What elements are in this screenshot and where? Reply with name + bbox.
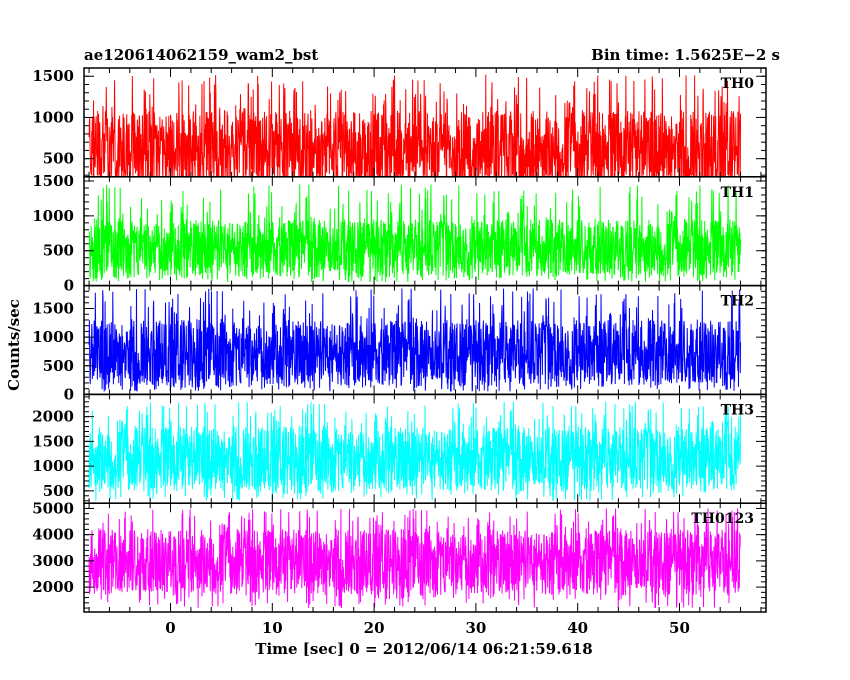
y-tick-label: 0 — [64, 277, 74, 295]
y-tick-label: 2000 — [32, 578, 74, 596]
panel-label: TH2 — [721, 294, 754, 310]
y-axis-title: Counts/sec — [5, 299, 23, 391]
y-tick-label: 2000 — [32, 408, 74, 426]
y-tick-label: 1500 — [32, 172, 74, 190]
y-tick-label: 500 — [43, 482, 74, 500]
x-tick-label: 0 — [165, 619, 175, 637]
series-th3 — [88, 401, 742, 501]
x-tick-label: 50 — [669, 619, 690, 637]
panel-th3: 500 1000 1500 2000 TH3 — [32, 393, 767, 504]
y-tick-label: 5000 — [32, 499, 74, 517]
panel-label: TH0 — [721, 76, 755, 92]
x-axis-tick-labels: 0 10 20 30 40 50 — [165, 619, 690, 637]
x-axis-title: Time [sec] 0 = 2012/06/14 06:21:59.618 — [255, 640, 592, 658]
y-tick-label: 4000 — [32, 526, 74, 544]
y-tick-label: 500 — [43, 150, 74, 168]
chart-title: ae120614062159_wam2_bst — [84, 46, 318, 64]
y-tick-label: 1000 — [32, 457, 74, 475]
y-tick-label: 1500 — [32, 432, 74, 450]
y-tick-label: 500 — [43, 242, 74, 260]
series-th0 — [88, 74, 742, 178]
panel-label: TH1 — [721, 185, 754, 201]
series-th1 — [88, 184, 742, 283]
panel-th0: 500 1000 1500 TH0 — [32, 67, 767, 178]
panel-frame — [83, 502, 767, 613]
y-tick-label: 1000 — [32, 207, 74, 225]
y-tick-label: 1000 — [32, 328, 74, 346]
x-tick-label: 10 — [262, 619, 283, 637]
x-tick-label: 40 — [567, 619, 588, 637]
y-tick-label: 500 — [43, 357, 74, 375]
panel-label: TH3 — [721, 402, 754, 418]
panel-label: TH0123 — [691, 511, 754, 527]
x-tick-label: 20 — [364, 619, 385, 637]
panel-th1: 0 500 1000 1500 TH1 — [32, 172, 767, 295]
y-tick-label: 1500 — [32, 67, 74, 85]
y-tick-label: 1500 — [32, 300, 74, 318]
panel-th2: 0 500 1000 1500 TH2 — [32, 284, 767, 403]
y-tick-label: 1000 — [32, 108, 74, 126]
y-tick-label: 0 — [64, 385, 74, 403]
series-th2 — [88, 288, 742, 392]
panel-th0123: 2000 3000 4000 5000 TH0123 — [32, 499, 767, 613]
panels: 500 1000 1500 TH0 0 500 1000 1500 TH1 0 500 1000 150… — [32, 67, 767, 613]
series-th0123 — [88, 508, 741, 609]
y-tick-label: 3000 — [32, 552, 74, 570]
bin-time-label: Bin time: 1.5625E−2 s — [591, 46, 780, 64]
x-tick-label: 30 — [465, 619, 486, 637]
